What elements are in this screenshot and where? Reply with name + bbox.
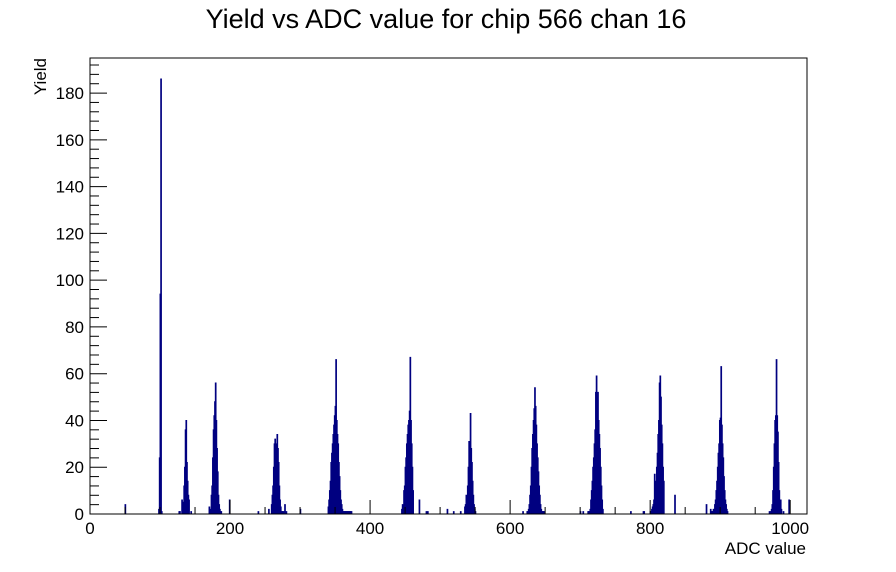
histogram-bin xyxy=(446,508,449,514)
x-tick-label: 1000 xyxy=(771,519,809,538)
x-tick-label: 600 xyxy=(496,519,524,538)
histogram-bin xyxy=(412,490,414,514)
histogram-bin xyxy=(279,506,282,514)
histogram-bin xyxy=(285,511,288,514)
histogram-bin xyxy=(643,511,646,514)
y-tick-label: 100 xyxy=(56,271,84,290)
histogram-bin xyxy=(160,511,163,514)
histogram-bin xyxy=(160,78,162,514)
y-tick-label: 140 xyxy=(56,178,84,197)
histogram-bin xyxy=(777,462,780,514)
histogram-bin xyxy=(179,511,181,514)
histogram-bin xyxy=(268,508,270,514)
y-tick-label: 80 xyxy=(65,318,84,337)
histogram-bin xyxy=(282,511,285,514)
histogram-bin xyxy=(543,511,545,514)
histogram-bin xyxy=(601,499,604,514)
y-tick-label: 60 xyxy=(65,365,84,384)
y-tick-label: 120 xyxy=(56,224,84,243)
histogram-bin xyxy=(582,511,585,514)
histogram-bin xyxy=(284,504,286,514)
y-tick-label: 40 xyxy=(65,411,84,430)
histogram-bin xyxy=(780,508,783,514)
histogram-bin xyxy=(788,499,790,514)
y-axis-title: Yield xyxy=(31,58,50,95)
histogram-bin xyxy=(779,499,782,514)
histogram-bin xyxy=(522,511,524,514)
histogram-bin xyxy=(220,511,223,514)
plot-frame xyxy=(89,57,808,515)
histogram-bin xyxy=(674,494,676,514)
x-axis: 0 200 400 600 800 1000 xyxy=(85,500,809,538)
histogram-bin xyxy=(602,508,604,514)
y-axis: 0 20 40 60 80 100 120 140 160 180 xyxy=(56,64,107,524)
y-tick-label: 160 xyxy=(56,131,84,150)
x-tick-label: 800 xyxy=(636,519,664,538)
histogram-bin xyxy=(401,504,404,514)
histogram-bin xyxy=(257,511,260,514)
histogram-bin xyxy=(181,501,184,514)
histogram-bin xyxy=(782,511,785,514)
histogram-bin xyxy=(662,480,665,514)
histogram-bin xyxy=(418,499,421,514)
histogram-bin xyxy=(768,511,771,514)
histogram-bin xyxy=(216,471,219,514)
x-axis-title: ADC value xyxy=(725,539,806,558)
x-tick-label: 200 xyxy=(216,519,244,538)
histogram-bins xyxy=(124,78,790,514)
histogram-bin xyxy=(350,511,353,514)
histogram-bin xyxy=(208,506,211,514)
histogram-bin xyxy=(452,511,455,514)
histogram-bin xyxy=(190,511,193,514)
histogram-bin xyxy=(426,511,429,514)
histogram-bin xyxy=(726,511,729,514)
y-tick-label: 0 xyxy=(75,505,84,524)
y-tick-label: 20 xyxy=(65,458,84,477)
histogram-bin xyxy=(705,504,708,514)
histogram-bin xyxy=(425,511,428,514)
histogram-bin xyxy=(188,499,190,514)
y-tick-label: 180 xyxy=(56,84,84,103)
histogram-bin xyxy=(630,511,632,514)
histogram-bin xyxy=(778,490,781,514)
chart-title: Yield vs ADC value for chip 566 chan 16 xyxy=(206,4,687,34)
x-tick-label: 0 xyxy=(85,519,94,538)
x-tick-label: 400 xyxy=(356,519,384,538)
histogram-bin xyxy=(459,511,462,514)
